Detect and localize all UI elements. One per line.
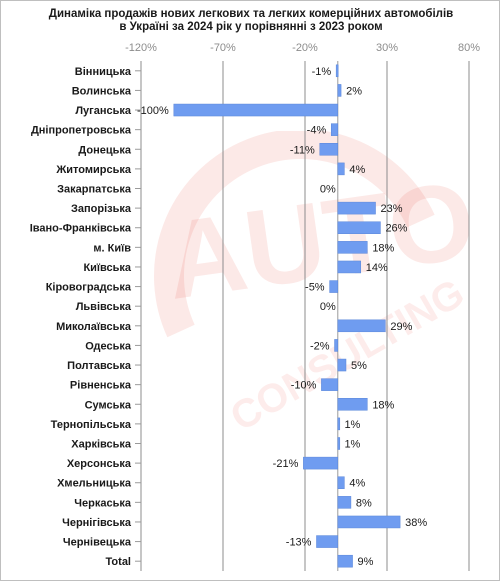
- x-tick-label: -70%: [210, 42, 236, 54]
- category-label: Сумська: [85, 399, 132, 411]
- chart-title-line-1: Динаміка продажів нових легкових та легк…: [48, 8, 454, 20]
- data-label: 18%: [372, 242, 394, 254]
- data-label: -2%: [310, 340, 330, 352]
- bar: [316, 535, 339, 548]
- bar: [337, 221, 381, 234]
- category-label: Миколаївська: [56, 321, 132, 333]
- bar: [337, 241, 368, 254]
- data-label: 0%: [320, 301, 336, 313]
- data-label: 26%: [385, 223, 407, 235]
- bar: [337, 398, 368, 411]
- bar: [334, 339, 339, 352]
- data-label: 4%: [349, 164, 365, 176]
- category-label: Полтавська: [67, 360, 132, 372]
- data-label: 29%: [390, 321, 412, 333]
- bar: [337, 162, 345, 176]
- data-label: -1%: [312, 66, 332, 78]
- category-label: Вінницька: [75, 66, 132, 78]
- data-label: 5%: [351, 360, 367, 372]
- data-label: 18%: [372, 399, 394, 411]
- data-label: 1%: [344, 419, 360, 431]
- bar: [337, 358, 347, 372]
- category-label: Донецька: [78, 144, 131, 156]
- bar: [337, 554, 353, 568]
- bar: [337, 437, 341, 450]
- data-label: -5%: [305, 282, 325, 294]
- category-label: Харківська: [71, 439, 132, 451]
- x-tick-label: -20%: [292, 42, 318, 54]
- data-label: 4%: [349, 478, 365, 490]
- data-label: 2%: [346, 85, 362, 97]
- bar: [337, 496, 352, 509]
- category-label: Волинська: [72, 85, 132, 97]
- data-label: 14%: [366, 262, 388, 274]
- x-tick-label: 80%: [458, 42, 480, 54]
- category-label: Total: [106, 556, 131, 568]
- category-label: Дніпропетровська: [31, 125, 132, 137]
- category-label: Київська: [83, 262, 131, 274]
- bar: [319, 143, 339, 156]
- category-label: Одеська: [85, 340, 132, 352]
- data-label: -100%: [137, 105, 169, 117]
- category-label: м. Київ: [93, 242, 131, 254]
- bar: [337, 201, 376, 215]
- data-label: 38%: [405, 517, 427, 529]
- bar: [337, 84, 342, 97]
- bar: [337, 319, 386, 333]
- bar: [335, 64, 339, 78]
- category-label: Тернопільська: [51, 419, 132, 431]
- category-label: Запорізька: [71, 203, 132, 215]
- category-label: Чернігівська: [62, 517, 132, 529]
- bar: [303, 456, 339, 470]
- x-tick-label: -120%: [125, 42, 157, 54]
- bar: [337, 515, 401, 529]
- data-label: 23%: [381, 203, 403, 215]
- bar: [337, 260, 362, 274]
- category-label: Хмельницька: [57, 478, 132, 490]
- category-label: Кіровоградська: [46, 282, 132, 294]
- bar: [173, 103, 339, 117]
- category-label: Закарпатська: [57, 184, 132, 196]
- bar: [329, 280, 339, 293]
- data-label: -4%: [307, 125, 327, 137]
- data-label: -10%: [291, 380, 317, 392]
- bar: [330, 123, 339, 136]
- chart-title: Динаміка продажів нових легкових та легк…: [1, 8, 500, 34]
- data-label: -13%: [286, 537, 312, 549]
- category-label: Луганська: [75, 105, 132, 117]
- bar: [337, 476, 345, 489]
- data-label: -21%: [273, 458, 299, 470]
- chart-title-line-2: в Україні за 2024 рік у порівнянні з 202…: [119, 21, 383, 33]
- data-label: 1%: [344, 439, 360, 451]
- data-label: 8%: [356, 497, 372, 509]
- category-label: Житомирська: [55, 164, 132, 176]
- category-label: Львівська: [76, 301, 132, 313]
- data-label: -11%: [290, 144, 315, 156]
- data-label: 0%: [320, 184, 336, 196]
- category-label: Черкаська: [74, 497, 132, 509]
- category-label: Чернівецька: [63, 537, 132, 549]
- data-label: 9%: [358, 556, 374, 568]
- x-tick-label: 30%: [376, 42, 398, 54]
- category-label: Херсонська: [67, 458, 132, 470]
- category-label: Івано-Франківська: [30, 223, 132, 235]
- category-label: Рівненська: [70, 380, 132, 392]
- bar: [321, 378, 339, 391]
- bar: [337, 417, 341, 431]
